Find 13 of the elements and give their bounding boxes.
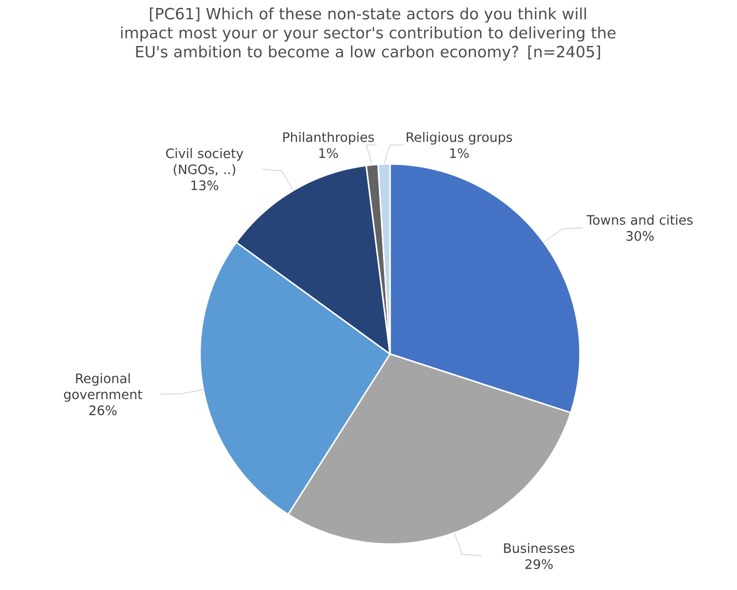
data-label: 1% — [319, 148, 338, 158]
data-label: 13% — [191, 180, 218, 190]
legend-label: Businesses — [504, 542, 574, 554]
chart-title: [PC61] Which of these non-state actors do you think will impact most your or your sector's contribution to delivering the EU's ambition to become a low carbon economy? [n=2405] — [121, 8, 616, 61]
slice-label: Towns and cities — [586, 214, 693, 225]
slice-label: Civil society (NGOs, ..) — [166, 148, 244, 176]
slice-label: Regional government — [64, 373, 142, 402]
data-label: 30% — [626, 231, 654, 241]
data-label: 26% — [89, 405, 117, 416]
data-label: 29% — [525, 559, 553, 570]
slice-label: Religious groups — [406, 132, 512, 145]
slice-label: Philanthropies — [283, 132, 374, 145]
data-label: 1% — [450, 148, 469, 158]
